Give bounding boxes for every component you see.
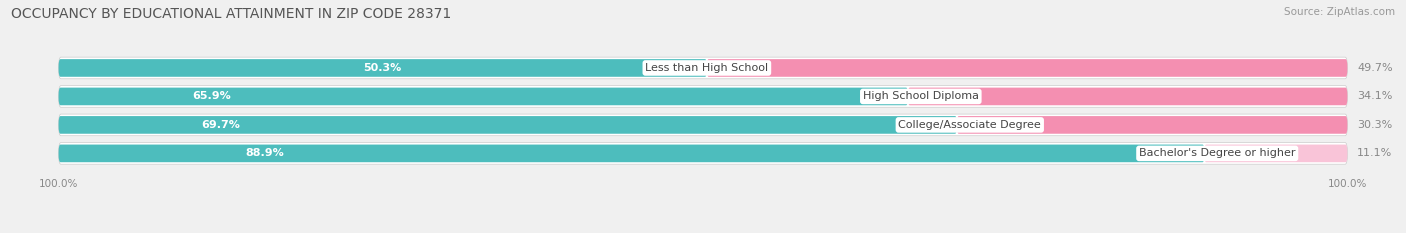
Text: Bachelor's Degree or higher: Bachelor's Degree or higher (1139, 148, 1295, 158)
Text: 88.9%: 88.9% (246, 148, 284, 158)
FancyBboxPatch shape (59, 143, 1347, 164)
FancyBboxPatch shape (59, 114, 1347, 136)
FancyBboxPatch shape (59, 86, 1347, 107)
FancyBboxPatch shape (59, 88, 908, 105)
Legend: Owner-occupied, Renter-occupied: Owner-occupied, Renter-occupied (586, 229, 820, 233)
FancyBboxPatch shape (1205, 144, 1347, 162)
Text: 11.1%: 11.1% (1357, 148, 1392, 158)
Text: College/Associate Degree: College/Associate Degree (898, 120, 1042, 130)
Text: Less than High School: Less than High School (645, 63, 769, 73)
Text: 30.3%: 30.3% (1357, 120, 1392, 130)
Text: 65.9%: 65.9% (193, 91, 231, 101)
Text: 50.3%: 50.3% (364, 63, 402, 73)
Text: High School Diploma: High School Diploma (863, 91, 979, 101)
Text: OCCUPANCY BY EDUCATIONAL ATTAINMENT IN ZIP CODE 28371: OCCUPANCY BY EDUCATIONAL ATTAINMENT IN Z… (11, 7, 451, 21)
Text: 49.7%: 49.7% (1357, 63, 1393, 73)
FancyBboxPatch shape (59, 57, 1347, 79)
FancyBboxPatch shape (957, 116, 1347, 134)
Text: Source: ZipAtlas.com: Source: ZipAtlas.com (1284, 7, 1395, 17)
FancyBboxPatch shape (908, 88, 1347, 105)
FancyBboxPatch shape (59, 59, 707, 77)
Text: 69.7%: 69.7% (201, 120, 239, 130)
FancyBboxPatch shape (59, 144, 1205, 162)
Text: 34.1%: 34.1% (1357, 91, 1392, 101)
FancyBboxPatch shape (707, 59, 1347, 77)
FancyBboxPatch shape (59, 116, 957, 134)
